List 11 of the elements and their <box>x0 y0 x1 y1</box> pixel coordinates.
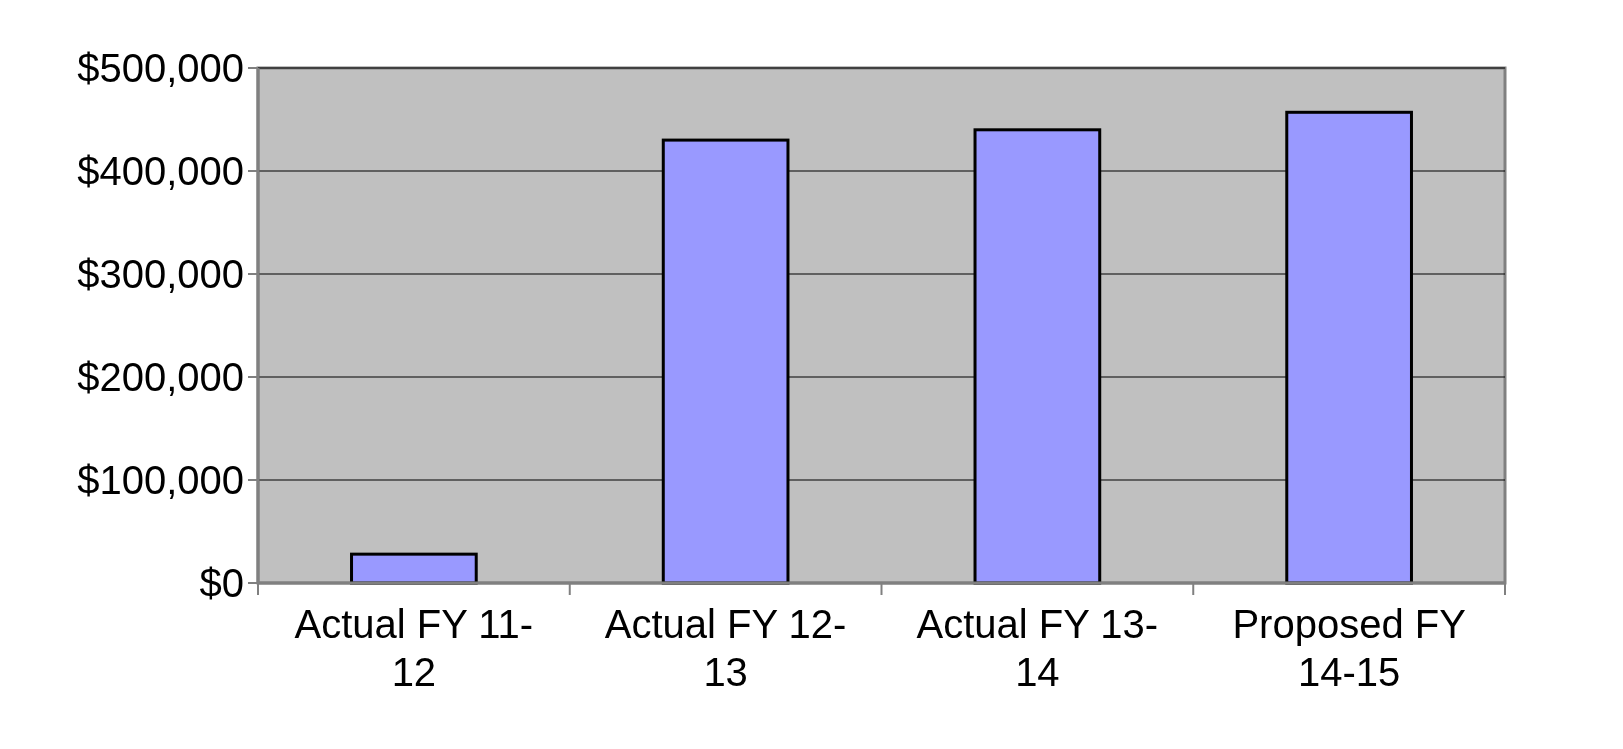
x-tick-label: Actual FY 13-14 <box>916 602 1159 694</box>
bar <box>350 552 478 585</box>
y-tick-label: $500,000 <box>77 46 244 90</box>
y-tick-label: $200,000 <box>77 355 244 399</box>
y-tick-label: $100,000 <box>77 458 244 502</box>
x-tick-label: Proposed FY 14-15 <box>1232 602 1466 694</box>
y-tick-label: $300,000 <box>77 252 244 296</box>
y-tick-label: $0 <box>199 561 244 605</box>
x-tick-label: Actual FY 11-12 <box>294 602 534 694</box>
y-tick-label: $400,000 <box>77 149 244 193</box>
x-tick-label: Actual FY 12-13 <box>604 602 847 694</box>
